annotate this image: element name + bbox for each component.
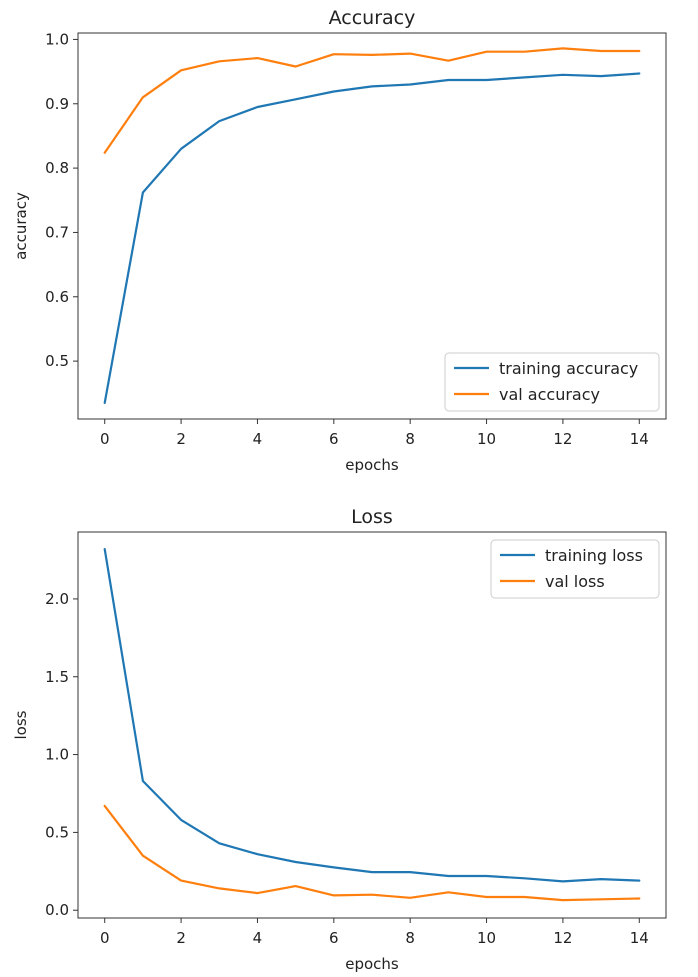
- y-tick-label: 0.5: [45, 352, 69, 370]
- legend-label: val accuracy: [499, 385, 600, 404]
- x-tick-label: 4: [253, 430, 263, 448]
- y-tick-label: 1.5: [45, 668, 69, 686]
- series-line-training-loss: [103, 547, 641, 883]
- legend-label: training loss: [545, 546, 643, 565]
- plot-frame: [77, 32, 667, 420]
- x-tick-label: 6: [329, 929, 339, 947]
- x-tick-label: 0: [100, 929, 110, 947]
- x-tick-label: 0: [100, 430, 110, 448]
- y-tick-label: 0.5: [45, 823, 69, 841]
- y-tick-label: 0.9: [45, 95, 69, 113]
- legend-label: training accuracy: [499, 359, 638, 378]
- y-tick-label: 0.0: [45, 901, 69, 919]
- x-axis-label: epochs: [345, 955, 399, 973]
- y-tick-label: 2.0: [45, 590, 69, 608]
- x-tick-label: 2: [176, 929, 186, 947]
- x-tick-label: 4: [253, 929, 263, 947]
- x-tick-label: 2: [176, 430, 186, 448]
- x-axis-label: epochs: [345, 456, 399, 474]
- plot-frame: [77, 531, 667, 919]
- x-tick-label: 10: [477, 929, 496, 947]
- y-axis-label: loss: [12, 710, 30, 739]
- y-tick-label: 0.8: [45, 159, 69, 177]
- chart-loss: Loss 0 2 4 6 8 10 12 14 0.0 0.5 1.0 1.5 2.0 epochs loss…: [12, 506, 667, 973]
- legend-label: val loss: [545, 572, 605, 591]
- x-tick-label: 12: [553, 430, 572, 448]
- series-line-training-accuracy: [103, 72, 641, 404]
- y-tick-label: 0.7: [45, 223, 69, 241]
- x-tick-label: 12: [553, 929, 572, 947]
- x-tick-label: 10: [477, 430, 496, 448]
- x-tick-label: 6: [329, 430, 339, 448]
- x-tick-label: 14: [630, 929, 649, 947]
- chart-accuracy: Accuracy 0 2 4 6 8 10 12 14 0.5 0.6 0.7 0.8 0.9 1.0 epo…: [12, 7, 667, 474]
- legend: training accuracy val accuracy: [444, 352, 660, 412]
- series-line-val-accuracy: [103, 47, 641, 154]
- legend-box: [444, 352, 660, 412]
- legend: training loss val loss: [490, 539, 660, 599]
- chart-title: Loss: [351, 506, 393, 528]
- chart-title: Accuracy: [329, 7, 416, 29]
- series-line-val-loss: [103, 804, 641, 902]
- x-tick-label: 8: [405, 929, 415, 947]
- x-tick-label: 8: [405, 430, 415, 448]
- x-tick-label: 14: [630, 430, 649, 448]
- y-tick-label: 1.0: [45, 746, 69, 764]
- y-tick-label: 1.0: [45, 30, 69, 48]
- y-tick-label: 0.6: [45, 288, 69, 306]
- y-axis-label: accuracy: [12, 192, 30, 260]
